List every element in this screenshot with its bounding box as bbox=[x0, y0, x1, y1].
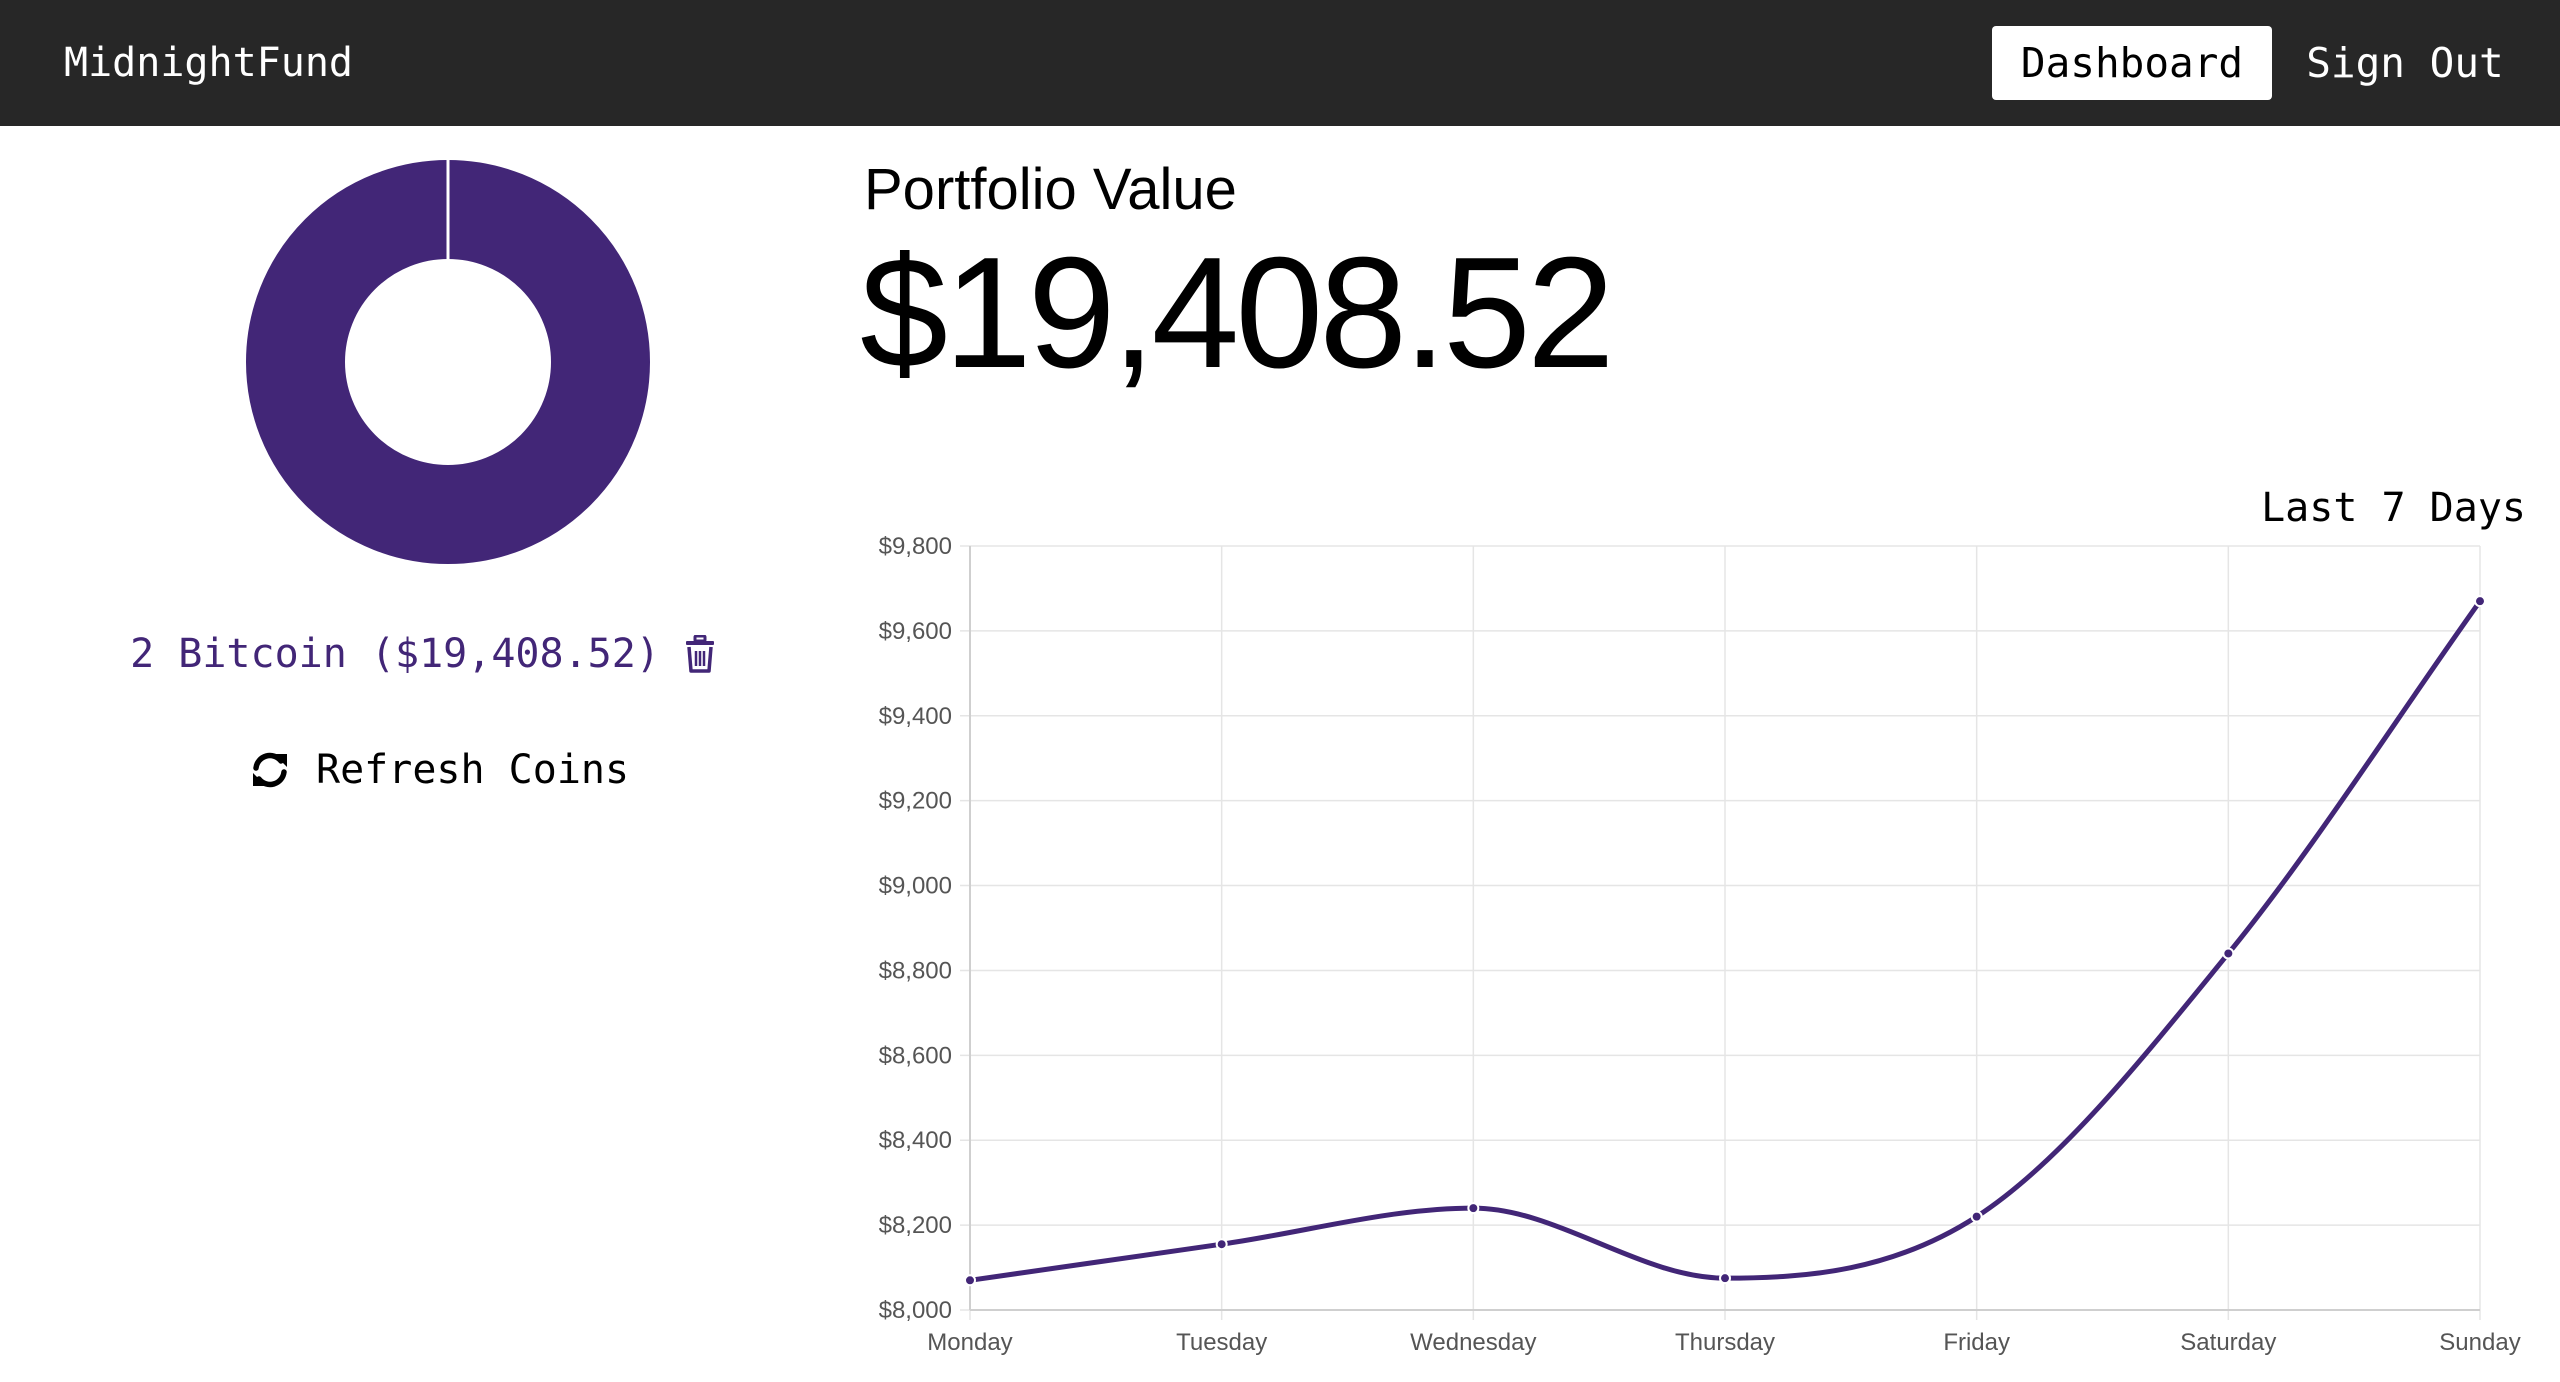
donut-svg bbox=[246, 159, 650, 564]
chart-title: Last 7 Days bbox=[2261, 485, 2526, 531]
data-point[interactable] bbox=[964, 1274, 976, 1287]
y-tick-label: $8,600 bbox=[879, 1042, 952, 1069]
y-tick-label: $8,000 bbox=[879, 1297, 952, 1324]
refresh-icon bbox=[250, 750, 290, 790]
y-tick-label: $9,000 bbox=[879, 873, 952, 900]
holding-label: 2 Bitcoin ($19,408.52) bbox=[130, 631, 660, 677]
y-tick-label: $8,800 bbox=[879, 957, 952, 984]
brand-logo-link[interactable]: MidnightFund bbox=[64, 40, 353, 86]
x-tick-label: Tuesday bbox=[1176, 1329, 1267, 1356]
x-tick-label: Saturday bbox=[2180, 1329, 2276, 1356]
portfolio-heading: Portfolio Value bbox=[864, 157, 1237, 222]
y-tick-label: $9,200 bbox=[879, 788, 952, 815]
top-navbar: MidnightFund Dashboard Sign Out bbox=[0, 0, 2560, 126]
refresh-coins-label: Refresh Coins bbox=[316, 747, 630, 793]
data-point[interactable] bbox=[1719, 1272, 1731, 1285]
y-tick-label: $8,400 bbox=[879, 1127, 952, 1154]
y-tick-label: $9,800 bbox=[879, 533, 952, 560]
y-tick-label: $8,200 bbox=[879, 1212, 952, 1239]
x-tick-label: Thursday bbox=[1675, 1329, 1775, 1356]
x-tick-label: Sunday bbox=[2439, 1329, 2520, 1356]
holdings-donut-chart bbox=[244, 158, 652, 566]
portfolio-value: $19,408.52 bbox=[860, 225, 1615, 401]
line-chart: $8,000 $8,200 $8,400 $8,600 $8,800 $9,000 $9,2… bbox=[879, 533, 2521, 1356]
trash-icon[interactable] bbox=[680, 632, 720, 676]
y-tick-label: $9,400 bbox=[879, 703, 952, 730]
data-point[interactable] bbox=[1970, 1210, 1983, 1223]
sign-out-button[interactable]: Sign Out bbox=[2306, 39, 2504, 87]
series-line bbox=[967, 598, 2483, 1283]
y-tick-label: $9,600 bbox=[879, 618, 952, 645]
data-point[interactable] bbox=[1215, 1238, 1228, 1251]
refresh-coins-button[interactable]: Refresh Coins bbox=[250, 742, 629, 798]
x-tick-label: Monday bbox=[927, 1329, 1012, 1356]
holding-row: 2 Bitcoin ($19,408.52) bbox=[100, 626, 750, 682]
x-tick-label: Friday bbox=[1943, 1329, 2010, 1356]
x-tick-label: Wednesday bbox=[1410, 1329, 1536, 1356]
data-point[interactable] bbox=[2474, 595, 2486, 608]
data-point[interactable] bbox=[2222, 947, 2235, 960]
data-point[interactable] bbox=[1467, 1202, 1480, 1215]
dashboard-button[interactable]: Dashboard bbox=[1992, 26, 2272, 100]
